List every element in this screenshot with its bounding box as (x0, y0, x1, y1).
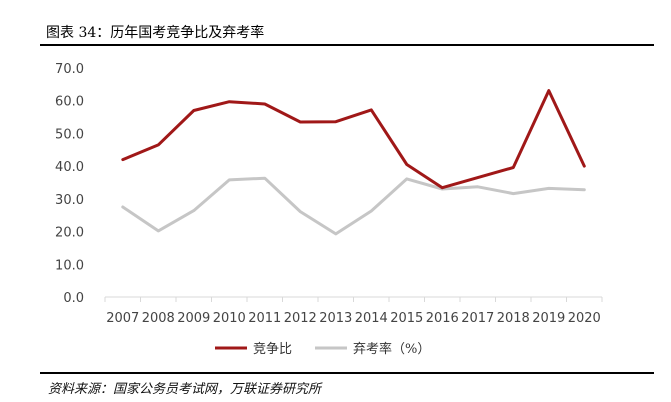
chart-title: 图表 34：历年国考竞争比及弃考率 (46, 25, 265, 41)
y-tick-label: 60.0 (55, 95, 84, 110)
x-tick-label: 2009 (177, 311, 210, 326)
x-tick-label: 2013 (319, 311, 352, 326)
x-tick-label: 2019 (532, 311, 565, 326)
x-tick-label: 2011 (248, 311, 281, 326)
y-tick-label: 0.0 (63, 291, 84, 306)
x-tick-label: 2017 (461, 311, 494, 326)
legend-label: 弃考率（%） (353, 341, 430, 357)
x-tick-label: 2015 (390, 311, 423, 326)
y-axis: 0.0 10.0 20.0 30.0 40.0 50.0 60.0 70.0 (55, 62, 84, 306)
y-tick-label: 40.0 (55, 160, 84, 175)
x-tick-label: 2016 (426, 311, 459, 326)
legend: 竞争比 弃考率（%） (215, 341, 430, 357)
x-tick-label: 2020 (568, 311, 601, 326)
series-line-2 (121, 176, 586, 236)
x-tick-label: 2018 (497, 311, 530, 326)
series-line-1 (121, 89, 586, 190)
x-tick-label: 2012 (284, 311, 317, 326)
y-tick-label: 70.0 (55, 62, 84, 77)
y-tick-label: 30.0 (55, 193, 84, 208)
x-tick-label: 2010 (213, 311, 246, 326)
x-tick-label: 2014 (355, 311, 388, 326)
source-bar: 资料来源：国家公务员考试网，万联证券研究所 (40, 372, 654, 397)
x-axis: 2007 2008 2009 2010 2011 2012 2013 2014 2015 2016… (104, 296, 603, 326)
x-tick-label: 2008 (142, 311, 175, 326)
series-lines (121, 89, 586, 236)
y-tick-label: 20.0 (55, 226, 84, 241)
source-note: 资料来源：国家公务员考试网，万联证券研究所 (48, 382, 322, 397)
y-tick-label: 10.0 (55, 258, 84, 273)
legend-label: 竞争比 (253, 341, 292, 357)
y-tick-label: 50.0 (55, 127, 84, 142)
x-tick-label: 2007 (106, 311, 139, 326)
title-bar: 图表 34：历年国考竞争比及弃考率 (40, 18, 654, 46)
